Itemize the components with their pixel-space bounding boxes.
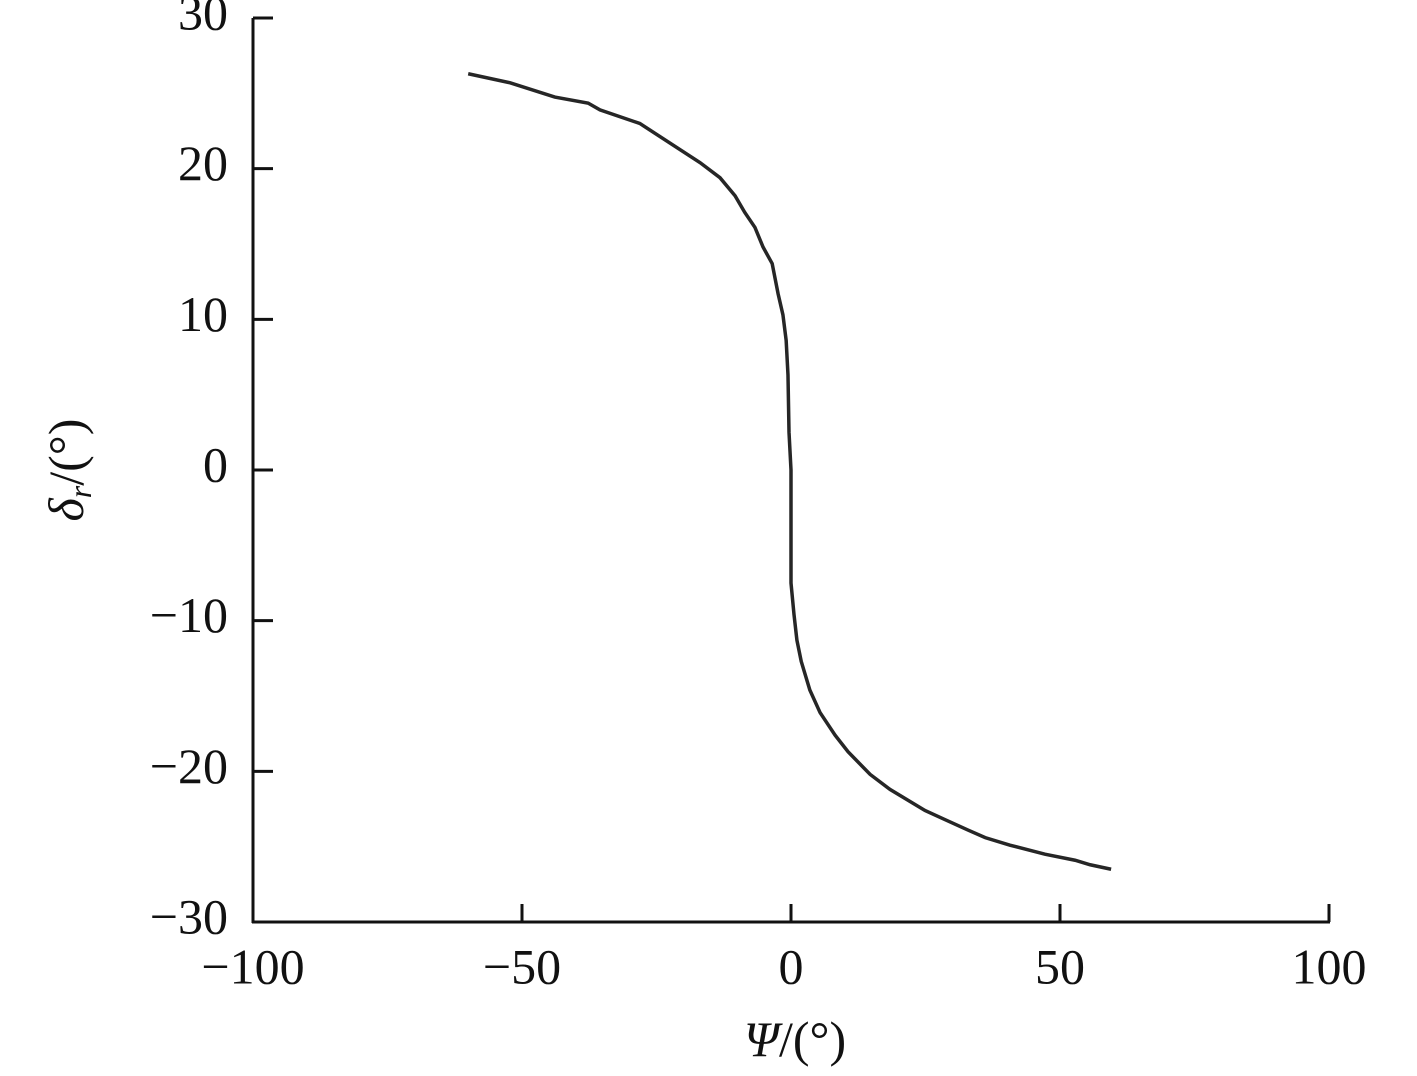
x-tick-label: 50 — [1035, 938, 1085, 994]
y-tick-label: 0 — [203, 436, 228, 492]
y-label-subscript: r — [62, 485, 98, 498]
y-label-symbol: δ — [38, 497, 94, 521]
y-axis-label: δr/(°) — [38, 419, 98, 522]
x-tick-label: 0 — [779, 938, 804, 994]
y-tick-label: 20 — [178, 135, 228, 191]
x-tick-label: 100 — [1292, 938, 1367, 994]
y-label-unit: /(°) — [38, 419, 94, 486]
y-tick-label: −10 — [150, 587, 228, 643]
y-tick-label: 10 — [178, 286, 228, 342]
x-label-symbol: Ψ — [744, 1011, 783, 1067]
line — [467, 72, 1112, 871]
x-tick-label: −50 — [483, 938, 561, 994]
y-tick-label: 30 — [178, 0, 228, 40]
x-label-unit: /(°) — [779, 1011, 846, 1067]
y-tick-label: −20 — [150, 738, 228, 794]
x-tick-label: −100 — [201, 938, 304, 994]
x-axis-label: Ψ/(°) — [744, 1011, 846, 1067]
y-tick-label: −30 — [150, 888, 228, 944]
